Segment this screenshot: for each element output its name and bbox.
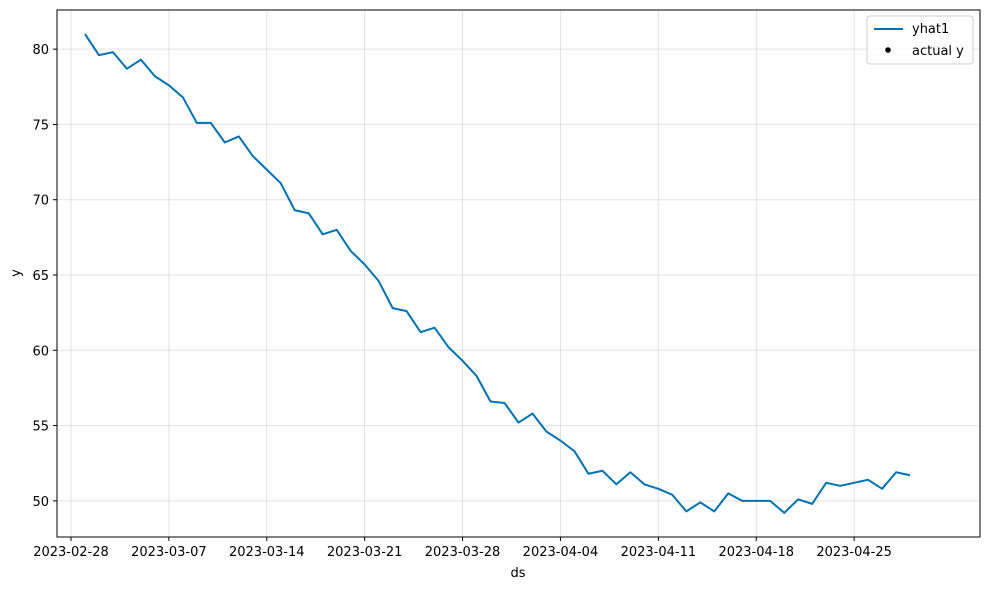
x-tick-label: 2023-03-21 — [327, 545, 403, 560]
ticks: 2023-02-28 2023-03-07 2023-03-14 2023-03-21… — [32, 43, 891, 560]
x-tick-label: 2023-04-04 — [523, 545, 599, 560]
y-tick-label: 70 — [32, 194, 49, 209]
y-axis-label: y — [9, 269, 24, 277]
y-tick-label: 50 — [32, 495, 49, 510]
x-tick-label: 2023-03-07 — [131, 545, 207, 560]
x-tick-label: 2023-03-28 — [425, 545, 501, 560]
y-tick-label: 55 — [32, 420, 49, 435]
legend-entry-actual-y: actual y — [912, 44, 964, 59]
x-tick-label: 2023-04-11 — [621, 545, 697, 560]
y-tick-label: 65 — [32, 269, 49, 284]
y-tick-label: 80 — [32, 43, 49, 58]
x-tick-label: 2023-03-14 — [229, 545, 305, 560]
y-tick-label: 75 — [32, 118, 49, 133]
series-layer — [84, 33, 911, 514]
series-line-yhat1 — [84, 33, 911, 514]
x-tick-label: 2023-02-28 — [33, 545, 109, 560]
legend-dot-marker — [885, 47, 891, 53]
plot-frame — [56, 9, 981, 538]
y-tick-label: 60 — [32, 344, 49, 359]
x-tick-label: 2023-04-25 — [816, 545, 892, 560]
grid — [57, 10, 980, 537]
x-axis-label: ds — [510, 566, 525, 581]
legend-entry-yhat1: yhat1 — [912, 22, 949, 37]
legend: yhat1 actual y — [866, 15, 974, 65]
x-tick-label: 2023-04-18 — [718, 545, 794, 560]
